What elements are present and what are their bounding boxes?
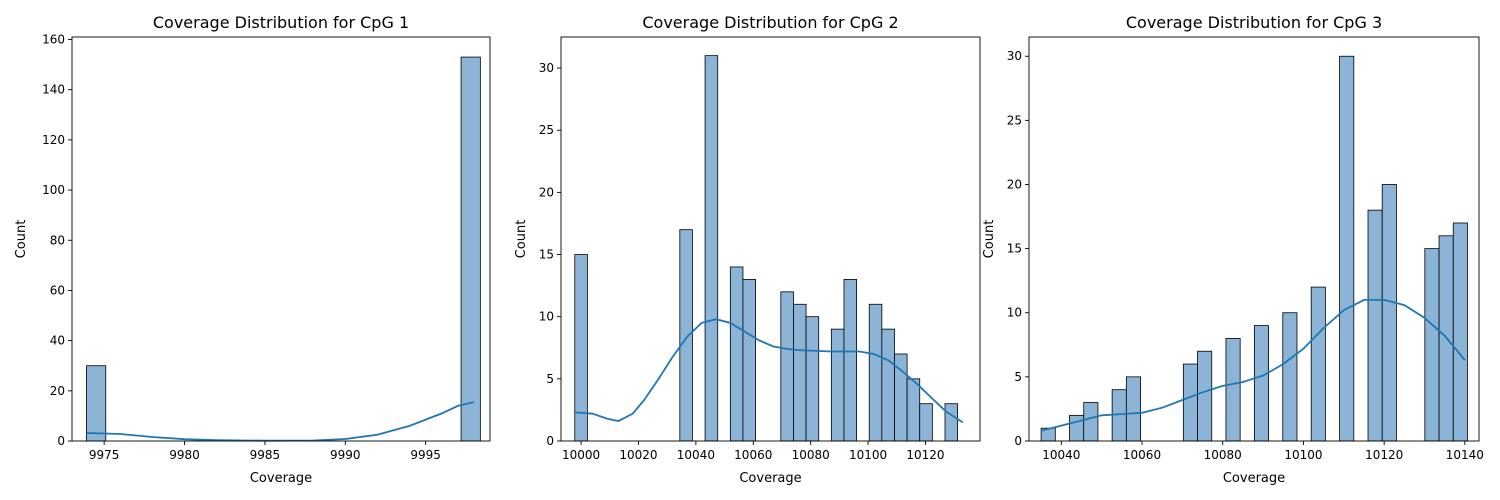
histogram-bar — [1339, 55, 1355, 442]
chart-panel-cpg-1: 9975 9980 9985 9990 9995 0 20 40 60 80 100 120 140 16… — [14, 13, 491, 486]
y-tick-label: 20 — [50, 384, 65, 398]
x-tick-label: 9980 — [169, 448, 200, 462]
y-tick-label: 25 — [1007, 113, 1022, 127]
histogram-bar — [679, 229, 693, 442]
kde-curve — [1040, 299, 1466, 432]
y-axis-label: Count — [514, 220, 529, 259]
y-tick-label: 10 — [1007, 306, 1022, 320]
x-tick-label: 10140 — [1446, 448, 1484, 462]
chart-title: Coverage Distribution for CpG 3 — [1126, 13, 1382, 32]
x-tick-label: 10120 — [906, 448, 944, 462]
x-axis-label: Coverage — [739, 471, 801, 486]
histogram-bar — [906, 378, 921, 442]
histogram-bar — [1282, 312, 1298, 442]
x-tick-label: 10040 — [677, 448, 715, 462]
x-tick-label: 9990 — [330, 448, 361, 462]
y-tick-label: 15 — [539, 248, 554, 262]
y-tick-label: 20 — [539, 185, 554, 199]
x-tick-label: 9985 — [250, 448, 281, 462]
y-tick-label: 80 — [50, 233, 65, 247]
histogram-bar — [1182, 363, 1198, 442]
histogram-bar — [1197, 350, 1213, 442]
histogram-bar — [1424, 248, 1440, 442]
y-tick-label: 100 — [42, 183, 65, 197]
x-tick-label: 10060 — [734, 448, 772, 462]
y-tick-label: 20 — [1007, 177, 1022, 191]
chart-panel-cpg-3: 10040 10060 10080 10100 10120 10140 0 5 10 15 20 25… — [982, 13, 1484, 486]
y-tick-label: 40 — [50, 334, 65, 348]
y-axis-label: Count — [982, 220, 997, 259]
histogram-bar — [780, 291, 794, 442]
y-tick-label: 15 — [1007, 242, 1022, 256]
kde-curve — [86, 401, 475, 442]
chart-title: Coverage Distribution for CpG 2 — [642, 13, 898, 32]
histogram-bar — [944, 403, 959, 442]
histogram-bar — [1310, 286, 1326, 442]
x-tick-label: 9995 — [410, 448, 441, 462]
histogram-bar — [805, 316, 820, 442]
x-tick-label: 9975 — [89, 448, 120, 462]
y-tick-label: 25 — [539, 123, 554, 137]
histogram-bar — [742, 278, 756, 442]
x-tick-label: 10080 — [1204, 448, 1242, 462]
histogram-bar — [793, 303, 807, 442]
histogram-bar — [1069, 414, 1085, 442]
histogram-bar — [830, 328, 845, 442]
y-axis-label: Count — [14, 220, 29, 259]
y-tick-label: 30 — [1007, 49, 1022, 63]
chart-panel-cpg-2: 10000 10020 10040 10060 10080 10100 10120 0 5 10 1… — [514, 13, 981, 486]
y-tick-label: 5 — [546, 372, 554, 386]
plot-frame — [560, 36, 981, 442]
histogram-bar — [1083, 402, 1099, 442]
y-tick-label: 30 — [539, 61, 554, 75]
x-tick-label: 10120 — [1365, 448, 1403, 462]
histogram-bar — [881, 328, 895, 442]
histogram-bar — [704, 55, 719, 442]
x-tick-label: 10080 — [792, 448, 830, 462]
x-axis-label: Coverage — [250, 471, 312, 486]
y-tick-label: 10 — [539, 310, 554, 324]
histogram-bar — [1125, 376, 1141, 442]
y-tick-label: 0 — [1014, 434, 1022, 448]
histogram-bar — [868, 303, 883, 442]
x-tick-label: 10020 — [619, 448, 657, 462]
y-tick-label: 0 — [57, 434, 65, 448]
y-tick-label: 120 — [42, 133, 65, 147]
histogram-bar — [1253, 325, 1269, 442]
histogram-bar — [843, 278, 857, 442]
x-axis-label: Coverage — [1223, 471, 1285, 486]
x-tick-label: 10040 — [1042, 448, 1080, 462]
x-tick-label: 10100 — [1284, 448, 1322, 462]
histogram-bar — [919, 403, 933, 442]
histogram-bar — [1381, 184, 1397, 442]
histogram-bar — [729, 266, 744, 442]
histogram-bar — [1367, 209, 1383, 442]
histogram-bar — [1452, 222, 1468, 442]
y-tick-label: 60 — [50, 283, 65, 297]
y-tick-label: 160 — [42, 33, 65, 47]
y-tick-label: 140 — [42, 83, 65, 97]
histogram-bar — [460, 56, 481, 442]
x-tick-label: 10060 — [1123, 448, 1161, 462]
kde-curve — [575, 318, 964, 424]
plot-frame — [71, 36, 491, 442]
x-tick-label: 10100 — [849, 448, 887, 462]
histogram-bar — [1225, 337, 1241, 442]
chart-title: Coverage Distribution for CpG 1 — [153, 13, 409, 32]
histogram-bar — [86, 365, 107, 442]
plot-frame — [1028, 36, 1480, 442]
y-tick-label: 5 — [1014, 370, 1022, 384]
x-tick-label: 10000 — [562, 448, 600, 462]
y-tick-label: 0 — [546, 434, 554, 448]
